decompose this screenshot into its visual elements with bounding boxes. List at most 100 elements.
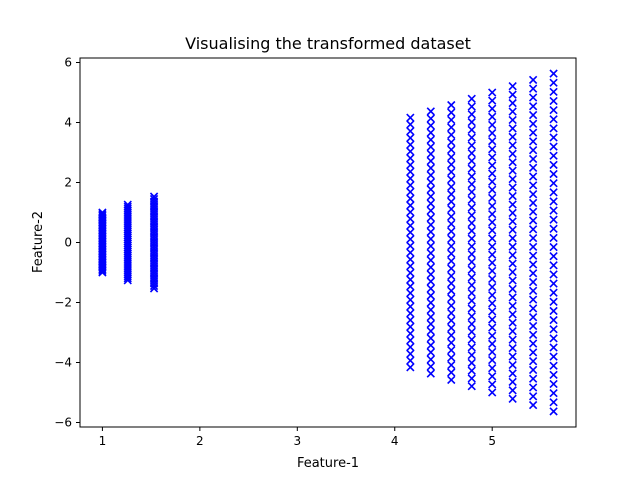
data-point	[467, 195, 476, 204]
y-tick-label: 4	[64, 116, 72, 130]
data-point	[426, 192, 435, 201]
data-point	[488, 120, 497, 130]
data-point	[549, 206, 558, 215]
data-point	[426, 284, 435, 293]
data-point	[528, 207, 538, 216]
data-point	[467, 187, 476, 197]
data-point	[406, 147, 415, 156]
data-point	[447, 264, 456, 273]
data-point	[447, 123, 456, 132]
data-point	[426, 348, 435, 357]
data-point	[467, 211, 476, 220]
data-point	[123, 202, 132, 211]
data-point	[528, 146, 538, 155]
x-tick-label: 1	[99, 434, 107, 448]
data-point	[508, 174, 517, 184]
data-point	[488, 201, 497, 211]
data-point	[528, 400, 538, 410]
data-point	[467, 288, 476, 298]
data-point	[406, 268, 415, 278]
data-point	[467, 366, 476, 375]
data-point	[549, 215, 558, 224]
data-point	[406, 214, 415, 224]
data-point	[467, 172, 476, 181]
data-point	[467, 343, 476, 352]
data-point	[406, 167, 415, 176]
data-point	[426, 135, 435, 144]
data-point	[467, 335, 476, 344]
data-point	[508, 183, 517, 192]
y-tick-label: 2	[64, 176, 72, 190]
data-point	[488, 299, 497, 308]
data-point	[528, 392, 538, 401]
data-point	[467, 257, 476, 267]
data-point	[528, 260, 538, 269]
data-point	[426, 298, 435, 307]
data-point	[467, 141, 476, 150]
data-point	[426, 114, 435, 123]
data-point	[447, 346, 456, 355]
data-point	[467, 249, 476, 259]
data-point	[406, 329, 415, 338]
data-point	[488, 266, 497, 276]
data-point	[528, 374, 538, 383]
data-point	[447, 323, 456, 333]
data-point	[549, 297, 558, 307]
data-point	[406, 113, 415, 122]
data-point	[508, 343, 517, 353]
data-point	[467, 281, 476, 290]
data-point	[488, 161, 497, 170]
data-point	[98, 208, 107, 217]
data-point	[549, 115, 558, 124]
data-point	[508, 200, 517, 209]
data-point	[488, 169, 497, 178]
data-point	[426, 178, 435, 187]
data-point	[426, 355, 435, 364]
data-point	[549, 370, 558, 380]
data-point	[549, 261, 558, 270]
data-point	[426, 107, 435, 116]
data-point	[406, 207, 415, 217]
data-point	[406, 342, 415, 352]
data-point	[426, 163, 435, 173]
data-point	[426, 248, 435, 258]
data-point	[426, 149, 435, 159]
data-point	[528, 277, 538, 287]
data-point	[508, 141, 517, 150]
data-point	[549, 279, 558, 288]
data-point	[549, 69, 558, 78]
data-point	[426, 341, 435, 350]
data-point	[549, 188, 558, 197]
data-point	[528, 242, 538, 252]
data-point	[488, 291, 497, 300]
data-point	[467, 327, 476, 336]
data-point	[549, 151, 558, 160]
data-point	[447, 375, 456, 385]
data-point	[406, 194, 415, 203]
data-point	[426, 234, 435, 244]
data-point	[549, 87, 558, 97]
data-point	[528, 172, 538, 181]
chart-title: Visualising the transformed dataset	[185, 34, 471, 53]
x-axis-label: Feature-1	[297, 456, 359, 471]
data-point	[549, 407, 558, 416]
data-point	[488, 218, 497, 227]
data-point	[467, 319, 476, 329]
data-point	[447, 197, 456, 206]
data-point	[528, 163, 538, 172]
data-point	[447, 182, 456, 191]
data-point	[488, 372, 497, 381]
data-point	[508, 335, 517, 344]
data-point	[549, 379, 558, 389]
data-point	[149, 194, 159, 204]
data-point	[447, 368, 456, 377]
data-point	[447, 286, 456, 295]
data-point	[508, 318, 517, 327]
data-point	[508, 377, 517, 387]
data-point	[508, 386, 517, 395]
data-point	[447, 360, 456, 370]
data-point	[447, 100, 456, 110]
data-point	[467, 234, 476, 243]
data-point	[488, 153, 497, 162]
data-point	[406, 288, 415, 298]
